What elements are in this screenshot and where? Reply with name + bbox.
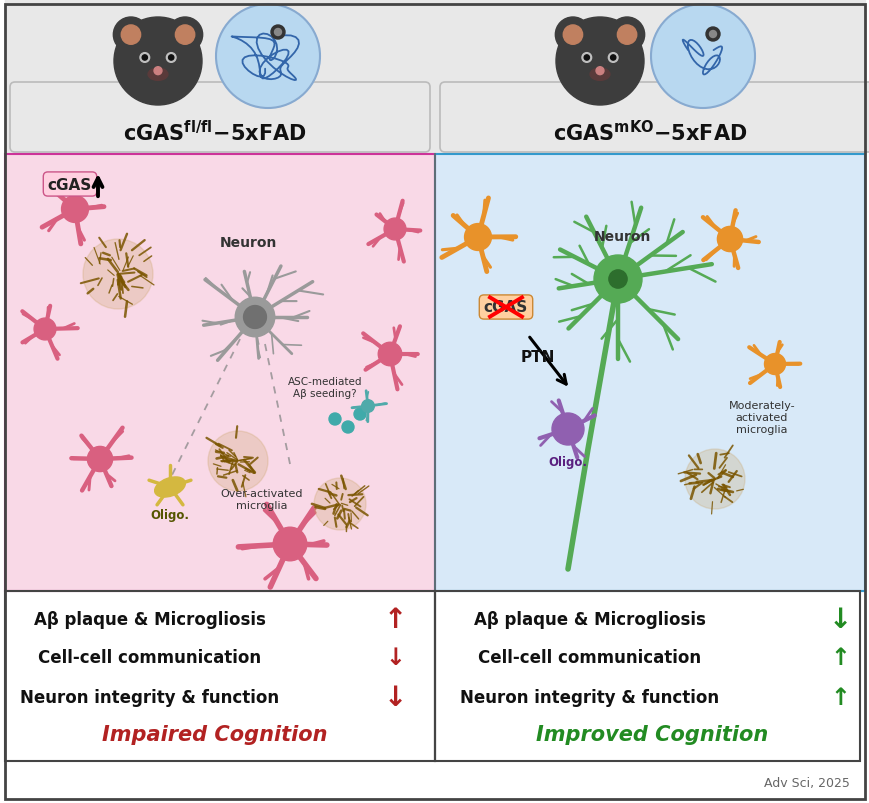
Text: cGAS: cGAS [483,300,527,315]
Bar [434,591,859,761]
Circle shape [275,30,282,36]
Text: Neuron: Neuron [593,230,650,243]
Circle shape [235,298,275,337]
Circle shape [684,450,744,509]
Circle shape [717,227,742,252]
Circle shape [113,18,149,53]
Circle shape [328,414,341,426]
Text: ↓: ↓ [383,683,406,711]
Circle shape [243,306,266,329]
Circle shape [114,18,202,106]
Circle shape [607,54,617,63]
Text: Impaired Cognition: Impaired Cognition [103,724,328,744]
Circle shape [562,26,582,45]
Circle shape [216,5,320,109]
Bar [434,155,864,591]
Circle shape [608,271,627,289]
Circle shape [154,67,162,75]
Circle shape [314,479,366,530]
Text: ↑: ↑ [829,645,849,669]
Text: Moderately-
activated
microglia: Moderately- activated microglia [728,401,794,434]
Bar [5,155,434,591]
Text: Aβ plaque & Microgliosis: Aβ plaque & Microgliosis [34,610,266,628]
Circle shape [273,528,307,561]
Circle shape [34,319,56,340]
Bar [5,591,434,761]
Bar [5,591,434,761]
Text: Cell-cell communication: Cell-cell communication [38,648,262,666]
Circle shape [270,26,285,40]
Circle shape [555,18,643,106]
Text: ↑: ↑ [829,685,849,709]
Circle shape [709,31,716,39]
Text: Oligo.: Oligo. [150,507,189,521]
Circle shape [705,28,720,42]
Bar [434,591,859,761]
Text: ↑: ↑ [383,605,406,634]
Circle shape [610,55,615,61]
Text: ASC-mediated
Aβ seeding?: ASC-mediated Aβ seeding? [288,377,362,398]
Circle shape [166,54,176,63]
Text: cGAS: cGAS [48,177,92,192]
Circle shape [354,409,366,421]
Text: Oligo.: Oligo. [547,456,587,469]
Circle shape [140,54,149,63]
Text: Improved Cognition: Improved Cognition [535,724,767,744]
Circle shape [176,26,195,45]
Ellipse shape [155,477,185,497]
Circle shape [342,422,354,434]
Text: PTN: PTN [521,350,554,365]
Text: Neuron: Neuron [219,236,276,250]
Text: Cell-cell communication: Cell-cell communication [478,648,700,666]
Text: Aβ plaque & Microgliosis: Aβ plaque & Microgliosis [474,610,705,628]
Circle shape [764,354,785,375]
Circle shape [62,196,89,223]
Circle shape [464,224,491,251]
Circle shape [383,218,406,241]
Circle shape [208,431,268,491]
Circle shape [595,67,603,75]
Circle shape [551,414,583,446]
Circle shape [167,18,202,53]
Text: Neuron integrity & function: Neuron integrity & function [460,688,719,706]
Text: Adv Sci, 2025: Adv Sci, 2025 [763,777,849,789]
Text: Neuron integrity & function: Neuron integrity & function [20,688,279,706]
Ellipse shape [589,69,609,81]
Circle shape [554,18,590,53]
Circle shape [362,400,374,413]
Bar [434,155,864,591]
FancyBboxPatch shape [440,83,869,153]
Circle shape [583,55,589,61]
Circle shape [594,255,641,304]
Text: ↓: ↓ [385,645,404,669]
Circle shape [378,343,401,366]
Circle shape [169,55,174,61]
Text: ↓: ↓ [827,605,851,634]
Circle shape [581,54,591,63]
FancyBboxPatch shape [10,83,429,153]
Text: $\bf{cGAS}^{\bf{fl/fl}}$$\bf{ - 5xFAD}$: $\bf{cGAS}^{\bf{fl/fl}}$$\bf{ - 5xFAD}$ [123,120,307,145]
Ellipse shape [148,69,168,81]
Circle shape [121,26,141,45]
Circle shape [650,5,754,109]
Circle shape [87,446,112,472]
Circle shape [142,55,147,61]
Text: $\bf{cGAS}^{\bf{mKO}}$$\bf{ - 5xFAD}$: $\bf{cGAS}^{\bf{mKO}}$$\bf{ - 5xFAD}$ [552,120,746,145]
Circle shape [83,240,153,310]
Bar [5,155,434,591]
Circle shape [609,18,644,53]
Text: Over-activated
microglia: Over-activated microglia [221,488,303,510]
Circle shape [617,26,636,45]
Bar [5,0,864,155]
